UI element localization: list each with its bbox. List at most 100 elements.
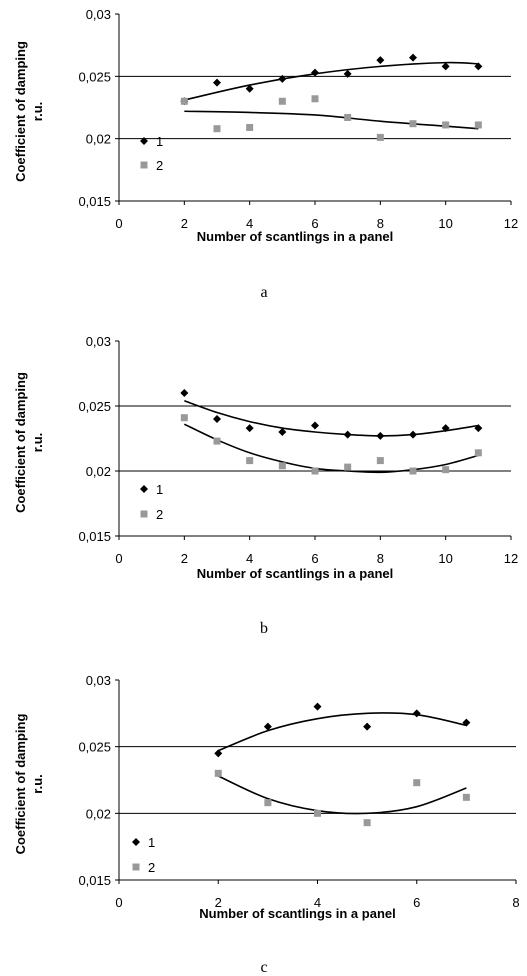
- x-tick-label: 8: [377, 551, 384, 566]
- x-tick-label: 4: [246, 216, 253, 231]
- trend-line-series-1: [184, 400, 479, 437]
- x-tick-label: 4: [246, 551, 253, 566]
- chart-caption: a: [260, 284, 267, 301]
- data-point-series-1: [409, 53, 417, 62]
- data-point-series-1: [213, 78, 221, 87]
- data-point-series-2: [213, 437, 221, 445]
- legend-label-series-1: 1: [148, 835, 155, 850]
- x-tick-label: 10: [438, 551, 452, 566]
- legend-marker-series-2: [140, 510, 148, 518]
- data-point-series-2: [442, 121, 450, 129]
- data-point-series-2: [344, 463, 352, 471]
- data-point-series-2: [409, 120, 417, 128]
- data-point-series-1: [180, 389, 189, 397]
- data-point-series-1: [441, 424, 450, 433]
- data-point-series-2: [363, 819, 371, 827]
- legend-marker-series-2: [140, 161, 148, 169]
- data-point-series-1: [313, 702, 322, 711]
- data-point-series-1: [376, 56, 385, 65]
- y-tick-label: 0,03: [86, 673, 111, 688]
- legend-label-series-2: 2: [148, 860, 155, 875]
- y-tick-label: 0,015: [78, 873, 111, 888]
- x-tick-label: 2: [181, 551, 188, 566]
- y-axis-title-unit: r.u.: [30, 774, 45, 794]
- data-point-series-1: [213, 415, 221, 423]
- x-tick-label: 6: [413, 895, 420, 910]
- data-point-series-2: [246, 123, 254, 131]
- y-axis-title: Coefficient of damping: [13, 714, 28, 855]
- data-point-series-1: [245, 424, 254, 433]
- x-tick-label: 6: [311, 551, 318, 566]
- legend-marker-series-1: [140, 137, 148, 145]
- x-tick-label: 2: [215, 895, 222, 910]
- data-point-series-1: [474, 62, 483, 71]
- x-tick-label: 6: [311, 216, 318, 231]
- legend-label-series-2: 2: [156, 158, 163, 173]
- data-point-series-1: [474, 424, 483, 433]
- data-point-series-2: [246, 457, 254, 465]
- trend-line-series-2: [184, 110, 479, 130]
- x-tick-label: 0: [115, 551, 122, 566]
- chart-caption: b: [260, 620, 268, 637]
- data-point-series-2: [344, 113, 352, 121]
- legend-label-series-1: 1: [156, 134, 163, 149]
- trend-line-series-2: [183, 423, 479, 474]
- data-point-series-2: [409, 467, 417, 475]
- y-tick-label: 0,02: [86, 132, 111, 147]
- data-point-series-1: [245, 84, 254, 93]
- y-tick-label: 0,03: [86, 334, 111, 349]
- data-point-series-2: [180, 97, 188, 105]
- trend-line-series-1: [184, 61, 479, 101]
- data-point-series-2: [314, 809, 321, 817]
- legend-label-series-1: 1: [156, 482, 163, 497]
- data-point-series-1: [263, 722, 272, 731]
- data-point-series-2: [214, 769, 222, 777]
- y-tick-label: 0,02: [86, 806, 111, 821]
- y-tick-label: 0,03: [86, 7, 111, 22]
- data-point-series-1: [462, 718, 471, 727]
- y-tick-label: 0,02: [86, 464, 111, 479]
- x-tick-label: 4: [314, 895, 321, 910]
- data-point-series-1: [441, 62, 450, 71]
- data-point-series-2: [474, 449, 482, 457]
- trend-line-series-1: [217, 712, 467, 752]
- x-tick-label: 12: [504, 216, 518, 231]
- data-point-series-2: [264, 799, 272, 807]
- data-point-series-1: [343, 69, 352, 78]
- x-tick-label: 2: [181, 216, 188, 231]
- data-point-series-2: [213, 125, 221, 133]
- data-point-series-2: [462, 793, 470, 801]
- x-tick-label: 10: [438, 216, 452, 231]
- data-point-series-1: [343, 430, 352, 439]
- trend-line-series-2: [217, 775, 467, 815]
- y-axis-title: Coefficient of damping: [13, 372, 28, 513]
- y-axis-title: Coefficient of damping: [13, 41, 28, 182]
- data-point-series-2: [442, 466, 450, 474]
- data-point-series-1: [311, 68, 319, 77]
- x-axis-title: Number of scantlings in a panel: [199, 906, 395, 921]
- data-point-series-1: [363, 722, 372, 731]
- data-point-series-2: [278, 462, 286, 470]
- data-point-series-1: [311, 421, 319, 430]
- legend-marker-series-2: [132, 863, 140, 871]
- chart-caption: c: [260, 959, 267, 976]
- data-point-series-1: [278, 428, 287, 436]
- legend-marker-series-1: [132, 838, 140, 846]
- data-point-series-2: [278, 97, 286, 105]
- data-point-series-2: [413, 779, 421, 787]
- legend-marker-series-1: [140, 485, 148, 493]
- x-tick-label: 8: [512, 895, 519, 910]
- y-tick-label: 0,015: [78, 529, 111, 544]
- x-tick-label: 0: [115, 216, 122, 231]
- data-point-series-1: [412, 709, 421, 718]
- x-tick-label: 0: [115, 895, 122, 910]
- data-point-series-2: [311, 467, 319, 475]
- data-point-series-2: [376, 457, 384, 465]
- x-axis-title: Number of scantlings in a panel: [197, 566, 393, 581]
- y-tick-label: 0,015: [78, 194, 111, 209]
- data-point-series-1: [376, 431, 385, 440]
- data-point-series-1: [409, 430, 417, 439]
